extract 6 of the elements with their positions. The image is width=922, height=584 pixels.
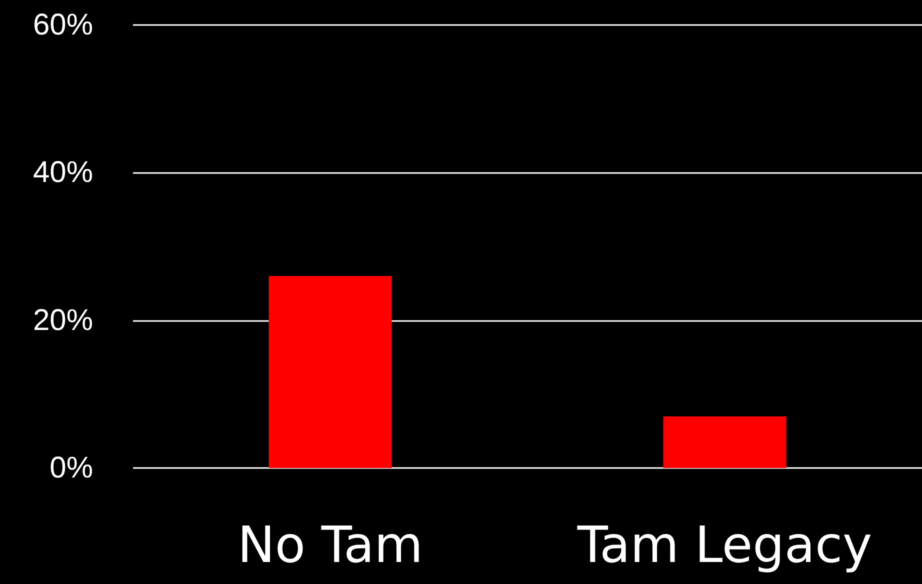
x-tick-label: Tam Legacy [576,516,872,574]
y-tick-label: 20% [32,304,93,337]
y-tick-label: 60% [32,8,93,42]
y-tick-label: 0% [50,452,93,484]
x-tick-label: No Tam [238,516,423,574]
y-tick-label: 40% [32,156,93,190]
